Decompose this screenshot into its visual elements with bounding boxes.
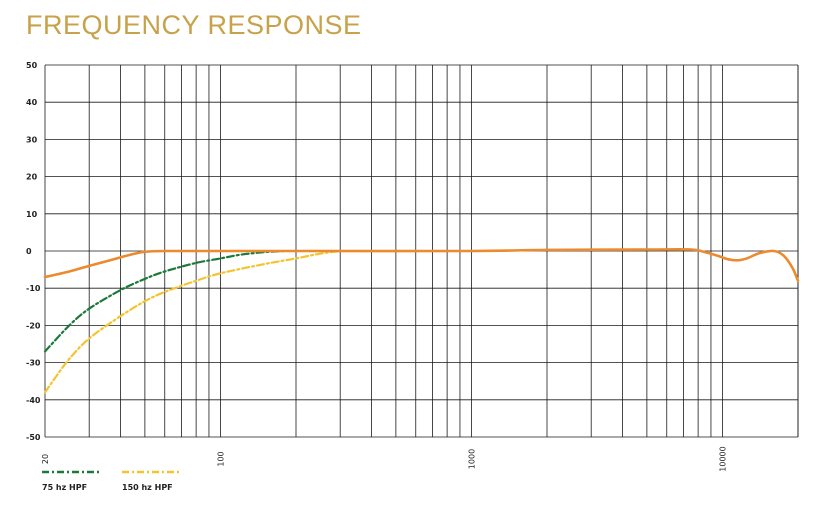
y-tick-label: -50 bbox=[26, 433, 41, 442]
y-axis-ticks: 50 40 30 20 10 0 -10 -20 -30 -40 -50 bbox=[26, 61, 41, 442]
y-tick-label: 20 bbox=[26, 173, 38, 182]
chart-title: FREQUENCY RESPONSE bbox=[26, 10, 362, 40]
series-main-line bbox=[43, 248, 800, 283]
y-tick-label: -30 bbox=[26, 359, 41, 368]
y-tick-label: -10 bbox=[26, 284, 41, 293]
y-tick-label: 30 bbox=[26, 135, 38, 144]
y-tick-label: 0 bbox=[26, 247, 32, 256]
series-hpf150-line bbox=[43, 249, 342, 394]
x-tick-label: 20 bbox=[41, 454, 50, 464]
y-tick-label: 40 bbox=[26, 98, 38, 107]
x-axis-ticks: 20 100 1000 10000 bbox=[41, 446, 727, 471]
y-tick-label: -20 bbox=[26, 321, 41, 330]
legend-label: 75 hz HPF bbox=[42, 483, 87, 492]
y-tick-label: 10 bbox=[26, 210, 38, 219]
x-tick-label: 10000 bbox=[718, 446, 727, 471]
y-tick-label: 50 bbox=[26, 61, 38, 70]
y-tick-label: -40 bbox=[26, 396, 41, 405]
series-layer bbox=[43, 248, 800, 394]
x-tick-label: 1000 bbox=[467, 449, 476, 469]
x-tick-label: 100 bbox=[216, 451, 225, 466]
legend: 75 hz HPF 150 hz HPF bbox=[42, 470, 180, 492]
series-hpf75-line bbox=[43, 249, 286, 353]
legend-label: 150 hz HPF bbox=[122, 483, 173, 492]
